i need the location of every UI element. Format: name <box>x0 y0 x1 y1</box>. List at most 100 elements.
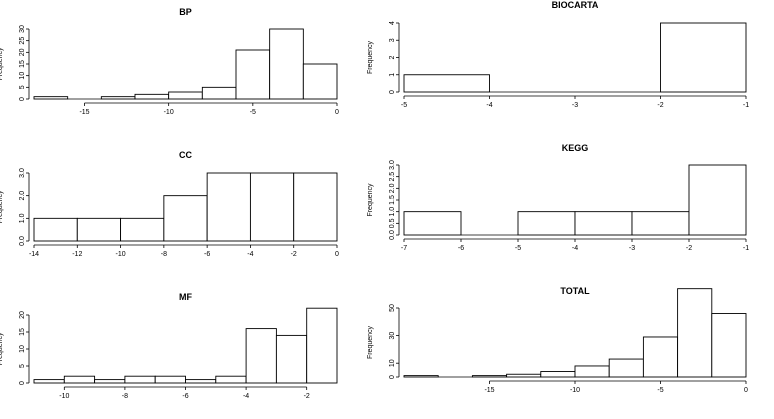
histogram-bar <box>275 334 308 384</box>
x-tick-label: -10 <box>59 393 69 400</box>
histogram-bar <box>33 96 69 100</box>
x-tick-label: -10 <box>164 109 174 116</box>
y-tick-label: 0 <box>19 381 26 385</box>
y-tick-label: 10 <box>19 345 26 353</box>
histogram-mf: MF -10 -8 -6 -4 -2 0 5 10 15 20 Frequency <box>0 292 338 400</box>
y-tick-label: 20 <box>19 311 26 319</box>
y-tick-label: 5 <box>19 364 26 368</box>
y-tick-label: 3.0 <box>389 160 396 170</box>
histogram-kegg: KEGG -7 -6 -5 -4 -3 -2 -1 0.0 0.51.0 1.5 2.02.5 3.0 F… <box>367 143 749 252</box>
y-tick-label: 10 <box>19 72 26 80</box>
x-tick-label: -6 <box>204 251 210 258</box>
x-tick-label: -3 <box>572 102 578 109</box>
y-tick-label: 0.5 <box>389 218 396 228</box>
y-tick-label: 1.5 <box>389 195 396 205</box>
histogram-bar <box>608 358 644 378</box>
y-tick-label: 1 <box>389 73 396 77</box>
histogram-bar <box>574 211 633 236</box>
histogram-bar <box>306 307 338 384</box>
histogram-bar <box>642 336 679 378</box>
y-axis-label: Frequency <box>367 183 374 217</box>
histogram-bar <box>677 288 713 378</box>
histogram-total: TOTAL -15 -10 -5 0 0 10 30 50 Frequency <box>367 286 748 394</box>
x-tick-label: -4 <box>486 102 492 109</box>
x-tick-label: -8 <box>122 393 128 400</box>
x-tick-label: -5 <box>250 109 256 116</box>
y-tick-label: 50 <box>389 304 396 312</box>
y-axis-label: Frequency <box>0 190 4 224</box>
x-tick-label: -5 <box>657 387 663 394</box>
x-tick-label: -3 <box>629 245 635 252</box>
histogram-bar <box>711 313 747 378</box>
chart-title: BP <box>179 7 192 17</box>
histogram-bar <box>249 172 295 242</box>
y-tick-label: 2.0 <box>389 183 396 193</box>
histogram-bar <box>94 379 126 384</box>
y-tick-label: 3 <box>389 38 396 42</box>
histogram-bar <box>124 375 156 384</box>
histogram-bp: BP -15 -10 -5 0 0 5 10 15 20 25 30 Frequency <box>0 7 339 116</box>
y-tick-label: 2 <box>389 55 396 59</box>
x-tick-label: -4 <box>243 393 249 400</box>
histogram-bar <box>688 164 747 236</box>
histogram-bar <box>269 28 304 100</box>
histogram-bar <box>403 375 439 378</box>
x-tick-label: -5 <box>515 245 521 252</box>
x-tick-label: -2 <box>291 251 297 258</box>
histogram-bar <box>33 217 78 242</box>
histogram-bar <box>201 86 237 100</box>
x-tick-label: -7 <box>401 245 407 252</box>
y-tick-label: 0.0 <box>389 230 396 240</box>
x-tick-label: -2 <box>686 245 692 252</box>
histogram-bar <box>293 172 338 242</box>
x-tick-label: -2 <box>304 393 310 400</box>
y-tick-label: 15 <box>19 60 26 68</box>
histogram-bar <box>100 96 136 100</box>
x-tick-label: 0 <box>335 251 339 258</box>
histogram-bar <box>403 211 462 236</box>
histogram-bar <box>235 49 271 100</box>
x-tick-label: -10 <box>570 387 580 394</box>
x-tick-label: -4 <box>572 245 578 252</box>
histogram-bar <box>134 93 170 100</box>
y-tick-label: 1.0 <box>389 207 396 217</box>
y-tick-label: 0 <box>389 375 396 379</box>
histogram-bar <box>403 74 490 93</box>
y-axis-label: Frequency <box>0 47 4 81</box>
y-axis-label: Frequency <box>0 332 4 366</box>
y-tick-label: 30 <box>19 25 26 33</box>
x-tick-label: -14 <box>29 251 39 258</box>
histogram-bar <box>660 22 747 93</box>
y-tick-label: 30 <box>389 332 396 340</box>
x-tick-label: -12 <box>72 251 82 258</box>
histogram-bar <box>302 63 338 100</box>
histogram-bar <box>168 91 203 100</box>
y-tick-label: 0 <box>389 90 396 94</box>
histogram-bar <box>245 328 277 384</box>
histogram-bar <box>540 371 576 378</box>
histogram-cc: CC -14 -12 -10 -8 -6 -4 -2 0 0.0 1.0 2.0 3.0 Frequenc… <box>0 150 339 258</box>
x-tick-label: 0 <box>744 387 748 394</box>
y-axis-label: Frequency <box>367 40 374 74</box>
x-tick-label: -6 <box>182 393 188 400</box>
x-tick-label: -8 <box>161 251 167 258</box>
histogram-bar <box>76 217 122 242</box>
chart-title: TOTAL <box>560 286 590 296</box>
histogram-bar <box>154 375 186 384</box>
histogram-bar <box>206 172 251 242</box>
y-tick-label: 10 <box>389 359 396 367</box>
x-tick-label: -1 <box>743 245 749 252</box>
x-tick-label: -6 <box>458 245 464 252</box>
histogram-bar <box>185 379 217 384</box>
y-tick-label: 5 <box>19 85 26 89</box>
y-tick-label: 3.0 <box>19 168 26 178</box>
y-tick-label: 2.0 <box>19 191 26 201</box>
x-tick-label: -15 <box>79 109 89 116</box>
x-tick-label: -2 <box>657 102 663 109</box>
y-tick-label: 20 <box>19 48 26 56</box>
x-tick-label: -15 <box>484 387 494 394</box>
y-tick-label: 2.5 <box>389 172 396 182</box>
y-tick-label: 1.0 <box>19 213 26 223</box>
x-tick-label: -10 <box>116 251 126 258</box>
